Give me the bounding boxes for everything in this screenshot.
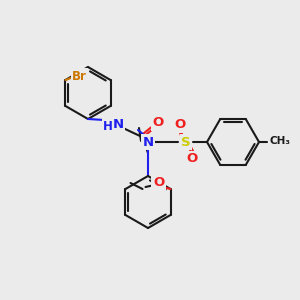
Text: Br: Br (72, 70, 87, 83)
Text: O: O (153, 176, 164, 190)
Text: N: N (142, 136, 154, 148)
Text: O: O (174, 118, 186, 131)
Text: O: O (152, 116, 164, 130)
Text: CH₃: CH₃ (269, 136, 290, 146)
Text: O: O (186, 152, 198, 166)
Text: N: N (112, 118, 124, 131)
Text: S: S (181, 136, 191, 148)
Text: H: H (103, 119, 113, 133)
